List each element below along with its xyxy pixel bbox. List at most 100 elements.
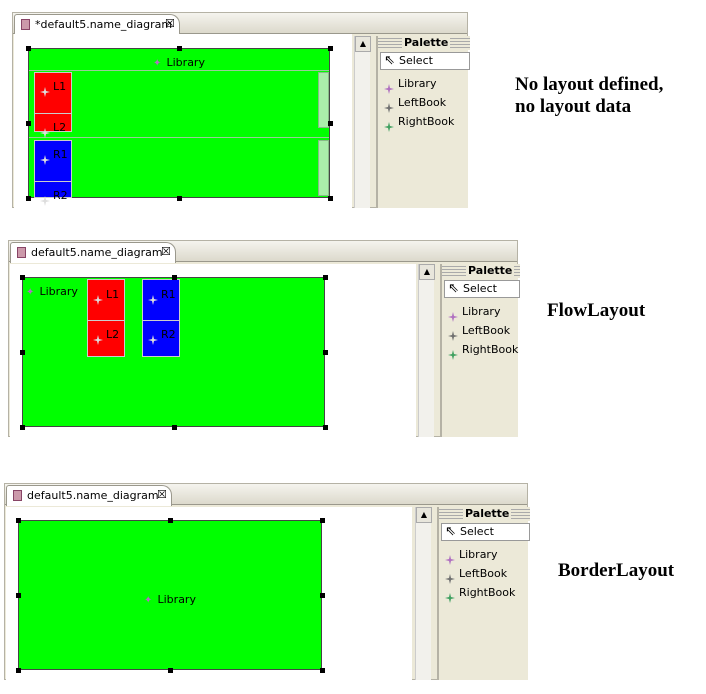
palette-item[interactable]: LeftBook xyxy=(441,566,530,584)
library-label-wrap: ✦ Library xyxy=(29,51,329,70)
palette: Palette ⇖ Select Library LeftBook RightBook xyxy=(437,507,530,680)
selection-handle[interactable] xyxy=(328,121,333,126)
tab-title: default5.name_diagram xyxy=(27,489,159,502)
selection-handle[interactable] xyxy=(26,196,31,201)
selection-handle[interactable] xyxy=(320,593,325,598)
palette-item[interactable]: LeftBook xyxy=(380,95,470,113)
palette-item-label: RightBook xyxy=(459,586,516,599)
palette-item[interactable]: RightBook xyxy=(441,585,530,603)
inner-scrollbar xyxy=(318,140,329,196)
book-label: L2 xyxy=(53,121,67,134)
book-label: L1 xyxy=(106,288,120,301)
editor-tab[interactable]: default5.name_diagram ☒ xyxy=(6,485,172,506)
selection-handle[interactable] xyxy=(26,46,31,51)
palette-select[interactable]: ⇖ Select xyxy=(380,52,470,70)
selection-handle[interactable] xyxy=(323,275,328,280)
file-icon xyxy=(13,490,22,501)
caption: BorderLayout xyxy=(558,560,675,581)
palette-item-label: RightBook xyxy=(462,343,519,356)
book-figure: L1 L2 xyxy=(87,279,125,357)
icon-shape xyxy=(448,331,458,341)
selection-handle[interactable] xyxy=(177,196,182,201)
book-figure: R1 R2 xyxy=(34,140,72,206)
palette-item-label: LeftBook xyxy=(462,324,511,337)
icon xyxy=(445,569,455,584)
selection-handle[interactable] xyxy=(171,275,177,280)
library-icon: ✦ xyxy=(144,595,153,606)
library-label-wrap: ✦ Library xyxy=(19,588,321,607)
scroll-up[interactable]: ▲ xyxy=(419,264,435,280)
palette-item-label: Library xyxy=(462,305,501,318)
book-label: L2 xyxy=(106,328,120,341)
selection-handle[interactable] xyxy=(16,593,21,598)
scroll-up[interactable]: ▲ xyxy=(416,507,432,523)
library-icon: ✦ xyxy=(26,287,35,298)
book-separator xyxy=(143,320,179,321)
palette-item[interactable]: RightBook xyxy=(380,114,470,132)
editor-tab[interactable]: *default5.name_diagram ☒ xyxy=(14,14,180,35)
palette-item[interactable]: Library xyxy=(380,76,470,94)
palette-item[interactable]: LeftBook xyxy=(444,323,520,341)
selection-handle[interactable] xyxy=(168,518,173,523)
close-icon[interactable]: ☒ xyxy=(161,245,171,258)
cursor-icon: ⇖ xyxy=(384,53,395,68)
select-label: Select xyxy=(460,525,494,538)
palette-item-label: Library xyxy=(398,77,437,90)
selection-handle[interactable] xyxy=(171,425,177,430)
selection-handle[interactable] xyxy=(20,275,25,280)
book-label: L1 xyxy=(53,80,67,93)
icon-shape xyxy=(40,155,50,165)
icon-shape xyxy=(445,574,455,584)
selection-handle[interactable] xyxy=(323,350,328,355)
book-figure: L1 L2 xyxy=(34,72,72,138)
library-figure: ✦ Library xyxy=(28,48,330,198)
selection-handle[interactable] xyxy=(20,350,25,355)
icon xyxy=(448,345,458,360)
palette-item[interactable]: Library xyxy=(444,304,520,322)
palette-title: Palette xyxy=(466,264,515,278)
palette-select[interactable]: ⇖ Select xyxy=(444,280,520,298)
palette-select[interactable]: ⇖ Select xyxy=(441,523,530,541)
compartment-line xyxy=(29,137,329,138)
tab-title: *default5.name_diagram xyxy=(35,18,173,31)
palette: Palette ⇖ Select Library LeftBook RightBook xyxy=(440,264,520,437)
palette-item[interactable]: Library xyxy=(441,547,530,565)
selection-handle[interactable] xyxy=(177,46,182,51)
icon-shape xyxy=(93,295,103,305)
selection-handle[interactable] xyxy=(320,668,325,673)
icon xyxy=(93,330,103,345)
icon-shape xyxy=(445,593,455,603)
close-icon[interactable]: ☒ xyxy=(165,17,175,30)
selection-handle[interactable] xyxy=(26,121,31,126)
selection-handle[interactable] xyxy=(328,46,333,51)
close-icon[interactable]: ☒ xyxy=(157,488,167,501)
icon-shape xyxy=(93,335,103,345)
icon xyxy=(40,150,50,165)
icon xyxy=(148,330,158,345)
cursor-icon: ⇖ xyxy=(445,524,456,539)
selection-handle[interactable] xyxy=(16,518,21,523)
icon xyxy=(445,588,455,603)
selection-handle[interactable] xyxy=(20,425,25,430)
selection-handle[interactable] xyxy=(16,668,21,673)
file-icon xyxy=(17,247,26,258)
palette-item-label: LeftBook xyxy=(459,567,508,580)
selection-handle[interactable] xyxy=(328,196,333,201)
cursor-icon: ⇖ xyxy=(448,281,459,296)
palette-item[interactable]: RightBook xyxy=(444,342,520,360)
selection-handle[interactable] xyxy=(168,668,173,673)
icon-shape xyxy=(384,103,394,113)
library-label: Library xyxy=(39,285,78,298)
book-label: R2 xyxy=(53,189,68,202)
library-figure: ✦ Library xyxy=(18,520,322,670)
palette-item-label: RightBook xyxy=(398,115,455,128)
selection-handle[interactable] xyxy=(320,518,325,523)
icon-shape xyxy=(448,312,458,322)
selection-handle[interactable] xyxy=(323,425,328,430)
book-separator xyxy=(35,113,71,114)
icon xyxy=(448,307,458,322)
book-label: R2 xyxy=(161,328,176,341)
editor-tab[interactable]: default5.name_diagram ☒ xyxy=(10,242,176,263)
scroll-up[interactable]: ▲ xyxy=(355,36,371,52)
icon xyxy=(448,326,458,341)
